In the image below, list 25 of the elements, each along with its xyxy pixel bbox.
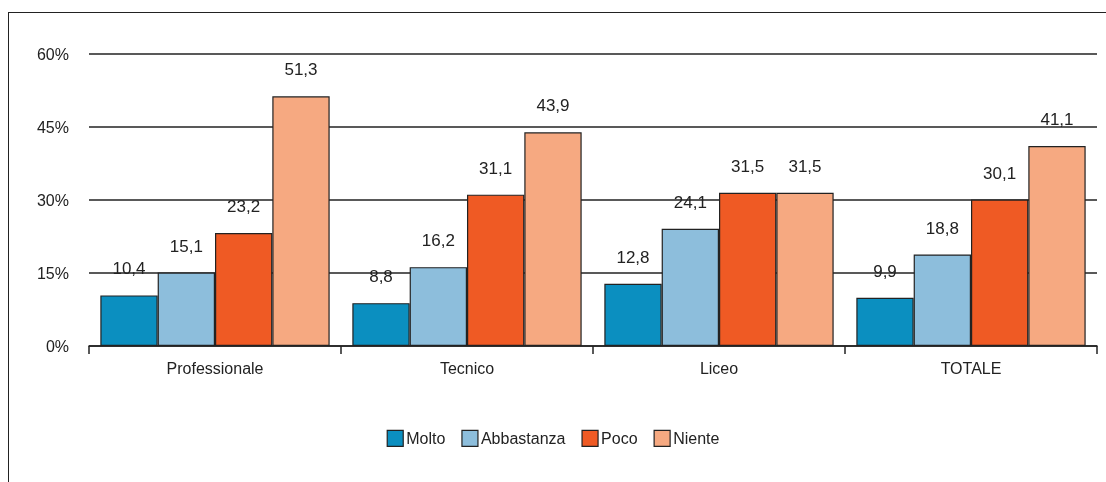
y-tick-label: 30% [36, 191, 69, 209]
data-label: 31,1 [479, 158, 513, 178]
y-tick-label: 15% [36, 264, 69, 282]
legend-label: Molto [406, 429, 446, 447]
x-tick-label: Liceo [699, 359, 739, 377]
data-label: 31,5 [788, 156, 822, 176]
data-label: 16,2 [421, 231, 455, 251]
data-label: 31,5 [731, 156, 765, 176]
data-label: 12,8 [616, 247, 650, 267]
data-label: 43,9 [536, 96, 570, 116]
legend-label: Niente [673, 429, 720, 447]
x-tick-label: TOTALE [940, 359, 1002, 377]
data-label: 41,1 [1040, 109, 1074, 129]
y-tick-label: 0% [45, 337, 69, 355]
data-label: 18,8 [925, 218, 959, 238]
x-tick-label: Tecnico [439, 359, 495, 377]
data-label: 51,3 [284, 60, 318, 80]
y-tick-label: 60% [36, 45, 69, 63]
legend-label: Abbastanza [480, 429, 566, 447]
data-label: 30,1 [983, 163, 1017, 183]
legend-label: Poco [601, 429, 638, 447]
x-tick-label: Professionale [166, 359, 264, 377]
data-label: 15,1 [169, 236, 203, 256]
data-label: 23,2 [227, 197, 261, 217]
y-tick-label: 45% [36, 118, 69, 136]
